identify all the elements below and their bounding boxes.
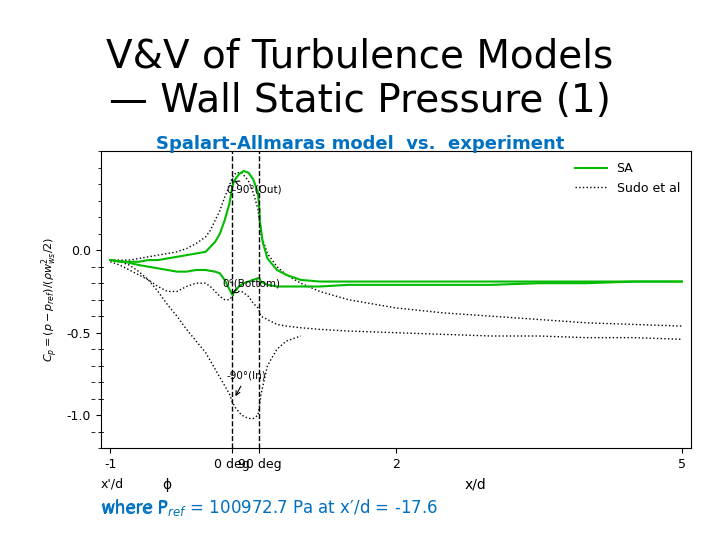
Y-axis label: $C_p=(p - p_{ref})/(ρw^2_{ws}/2)$: $C_p=(p - p_{ref})/(ρw^2_{ws}/2)$: [39, 237, 60, 362]
Text: V&V of Turbulence Models
— Wall Static Pressure (1): V&V of Turbulence Models — Wall Static P…: [107, 38, 613, 120]
Text: x'/d: x'/d: [101, 478, 124, 491]
Text: –: –: [90, 262, 95, 272]
Text: –: –: [90, 295, 95, 305]
Text: –: –: [90, 278, 95, 288]
Text: 0°(Bottom): 0°(Bottom): [222, 279, 281, 293]
Text: where P: where P: [101, 501, 167, 518]
Text: Spalart-Allmaras model  vs.  experiment: Spalart-Allmaras model vs. experiment: [156, 135, 564, 153]
Text: –: –: [90, 311, 95, 321]
Text: –: –: [90, 377, 95, 387]
Text: x/d: x/d: [464, 478, 486, 492]
Text: ϕ: ϕ: [162, 478, 171, 492]
Legend: SA, Sudo et al: SA, Sudo et al: [570, 158, 685, 200]
Text: where P$_{ref}$ = 100972.7 Pa at x′/d = -17.6: where P$_{ref}$ = 100972.7 Pa at x′/d = …: [101, 497, 438, 518]
Text: 0-90°(Out): 0-90°(Out): [227, 181, 282, 194]
Text: –: –: [90, 394, 95, 404]
Text: –: –: [90, 361, 95, 370]
Text: -90°(In): -90°(In): [227, 371, 266, 395]
Text: –: –: [90, 427, 95, 437]
Text: –: –: [90, 344, 95, 354]
